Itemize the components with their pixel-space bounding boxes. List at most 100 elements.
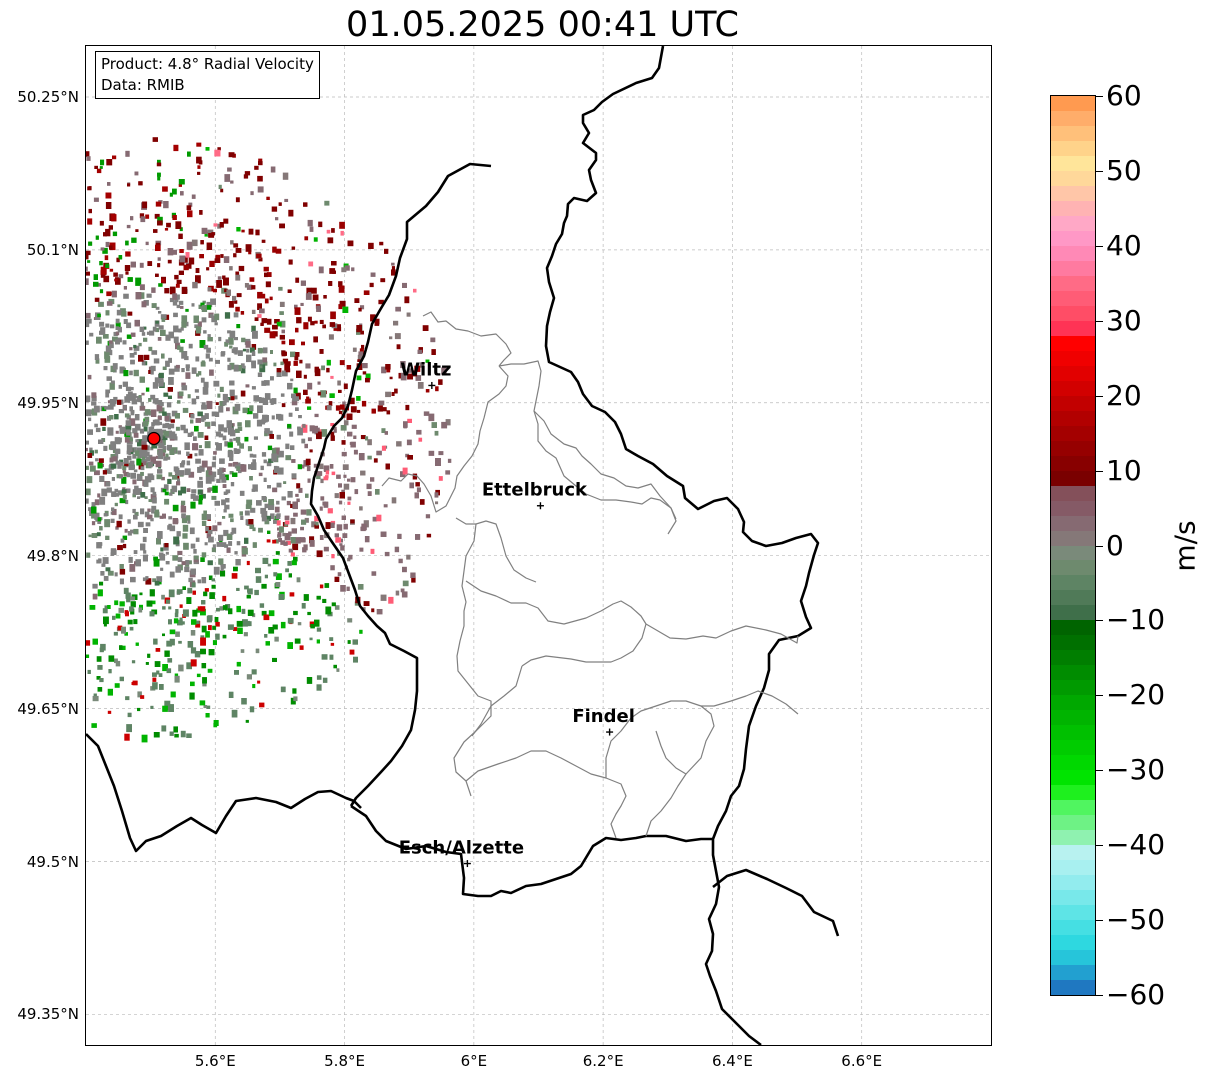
echo-pixel — [155, 306, 160, 310]
echo-pixel — [340, 585, 346, 592]
echo-pixel — [130, 387, 134, 391]
echo-pixel — [256, 253, 262, 259]
echo-pixel — [204, 421, 211, 427]
echo-pixel — [350, 477, 356, 483]
echo-pixel — [207, 530, 213, 535]
echo-pixel — [329, 393, 335, 398]
echo-pixel — [95, 358, 100, 364]
echo-pixel — [223, 256, 230, 263]
echo-pixel — [216, 443, 222, 451]
colorbar-tick-mark — [1096, 170, 1103, 172]
echo-pixel — [158, 421, 162, 426]
echo-pixel — [114, 572, 118, 577]
echo-pixel — [235, 248, 242, 253]
colorbar-segment — [1051, 96, 1095, 111]
echo-pixel — [337, 324, 341, 329]
echo-pixel — [227, 330, 231, 334]
echo-pixel — [154, 509, 160, 515]
echo-pixel — [158, 380, 164, 387]
echo-pixel — [194, 389, 199, 393]
echo-pixel — [156, 670, 160, 675]
echo-pixel — [200, 635, 205, 639]
echo-pixel — [328, 401, 333, 406]
echo-pixel — [206, 267, 210, 271]
echo-pixel — [205, 526, 209, 532]
echo-pixel — [160, 329, 166, 336]
echo-pixel — [252, 527, 256, 532]
echo-pixel — [175, 364, 180, 369]
echo-pixel — [347, 501, 351, 505]
echo-pixel — [123, 286, 127, 290]
echo-pixel — [119, 498, 126, 504]
echo-pixel — [306, 287, 312, 294]
echo-pixel — [336, 474, 341, 479]
echo-pixel — [175, 426, 180, 431]
echo-pixel — [389, 336, 393, 340]
echo-pixel — [236, 324, 241, 329]
echo-pixel — [215, 633, 220, 640]
map-area[interactable]: Wiltz Ettelbruck Findel Esch/Alzette — [85, 45, 992, 1046]
echo-pixel — [169, 286, 176, 295]
echo-pixel — [186, 205, 192, 211]
city-marker[interactable]: Ettelbruck — [482, 480, 588, 510]
echo-pixel — [275, 514, 281, 519]
echo-pixel — [283, 541, 288, 546]
echo-pixel — [111, 507, 115, 511]
echo-pixel — [212, 525, 218, 532]
echo-pixel — [410, 572, 416, 578]
echo-pixel — [234, 300, 238, 304]
echo-pixel — [334, 533, 339, 538]
echo-pixel — [141, 440, 147, 447]
echo-pixel — [287, 289, 292, 293]
echo-pixel — [160, 547, 164, 552]
echo-pixel — [180, 730, 186, 738]
echo-pixel — [201, 663, 207, 669]
echo-pixel — [348, 554, 353, 560]
echo-pixel — [293, 387, 298, 394]
echo-pixel — [124, 437, 131, 443]
echo-pixel — [107, 688, 113, 696]
echo-pixel — [235, 559, 241, 566]
colorbar-tick-label: −30 — [1106, 753, 1166, 787]
echo-pixel — [187, 432, 192, 437]
echo-pixel — [367, 455, 372, 460]
echo-pixel — [266, 318, 272, 325]
echo-pixel — [279, 334, 285, 340]
echo-pixel — [155, 320, 159, 324]
echo-pixel — [235, 449, 241, 454]
echo-pixel — [137, 707, 141, 712]
echo-pixel — [240, 390, 246, 397]
echo-pixel — [212, 485, 218, 493]
city-marker[interactable]: Esch/Alzette — [399, 838, 524, 868]
radar-site-marker[interactable] — [147, 431, 161, 446]
city-marker[interactable]: Findel — [572, 706, 635, 736]
city-marker[interactable]: Wiltz — [400, 359, 451, 389]
echo-pixel — [359, 348, 364, 354]
echo-pixel — [174, 413, 180, 419]
echo-pixel — [235, 274, 241, 281]
echo-pixel — [218, 405, 224, 413]
echo-pixel — [206, 705, 211, 709]
echo-pixel — [201, 513, 207, 521]
echo-pixel — [139, 213, 145, 219]
echo-pixel — [327, 237, 334, 244]
echo-pixel — [147, 653, 151, 658]
echo-pixel — [152, 382, 158, 389]
echo-pixel — [208, 470, 213, 476]
echo-pixel — [356, 325, 362, 333]
echo-pixel — [152, 578, 156, 583]
echo-pixel — [181, 460, 186, 465]
echo-pixel — [157, 337, 162, 341]
echo-pixel — [441, 421, 448, 429]
echo-pixel — [288, 548, 294, 553]
echo-pixel — [278, 202, 282, 206]
echo-pixel — [117, 304, 121, 308]
echo-pixel — [207, 425, 211, 429]
echo-pixel — [93, 274, 98, 280]
colorbar-segment — [1051, 484, 1095, 501]
echo-pixel — [323, 465, 330, 472]
echo-pixel — [216, 478, 221, 483]
echo-pixel — [190, 419, 194, 424]
echo-pixel — [157, 220, 163, 226]
colorbar-tick-mark — [1096, 695, 1103, 697]
